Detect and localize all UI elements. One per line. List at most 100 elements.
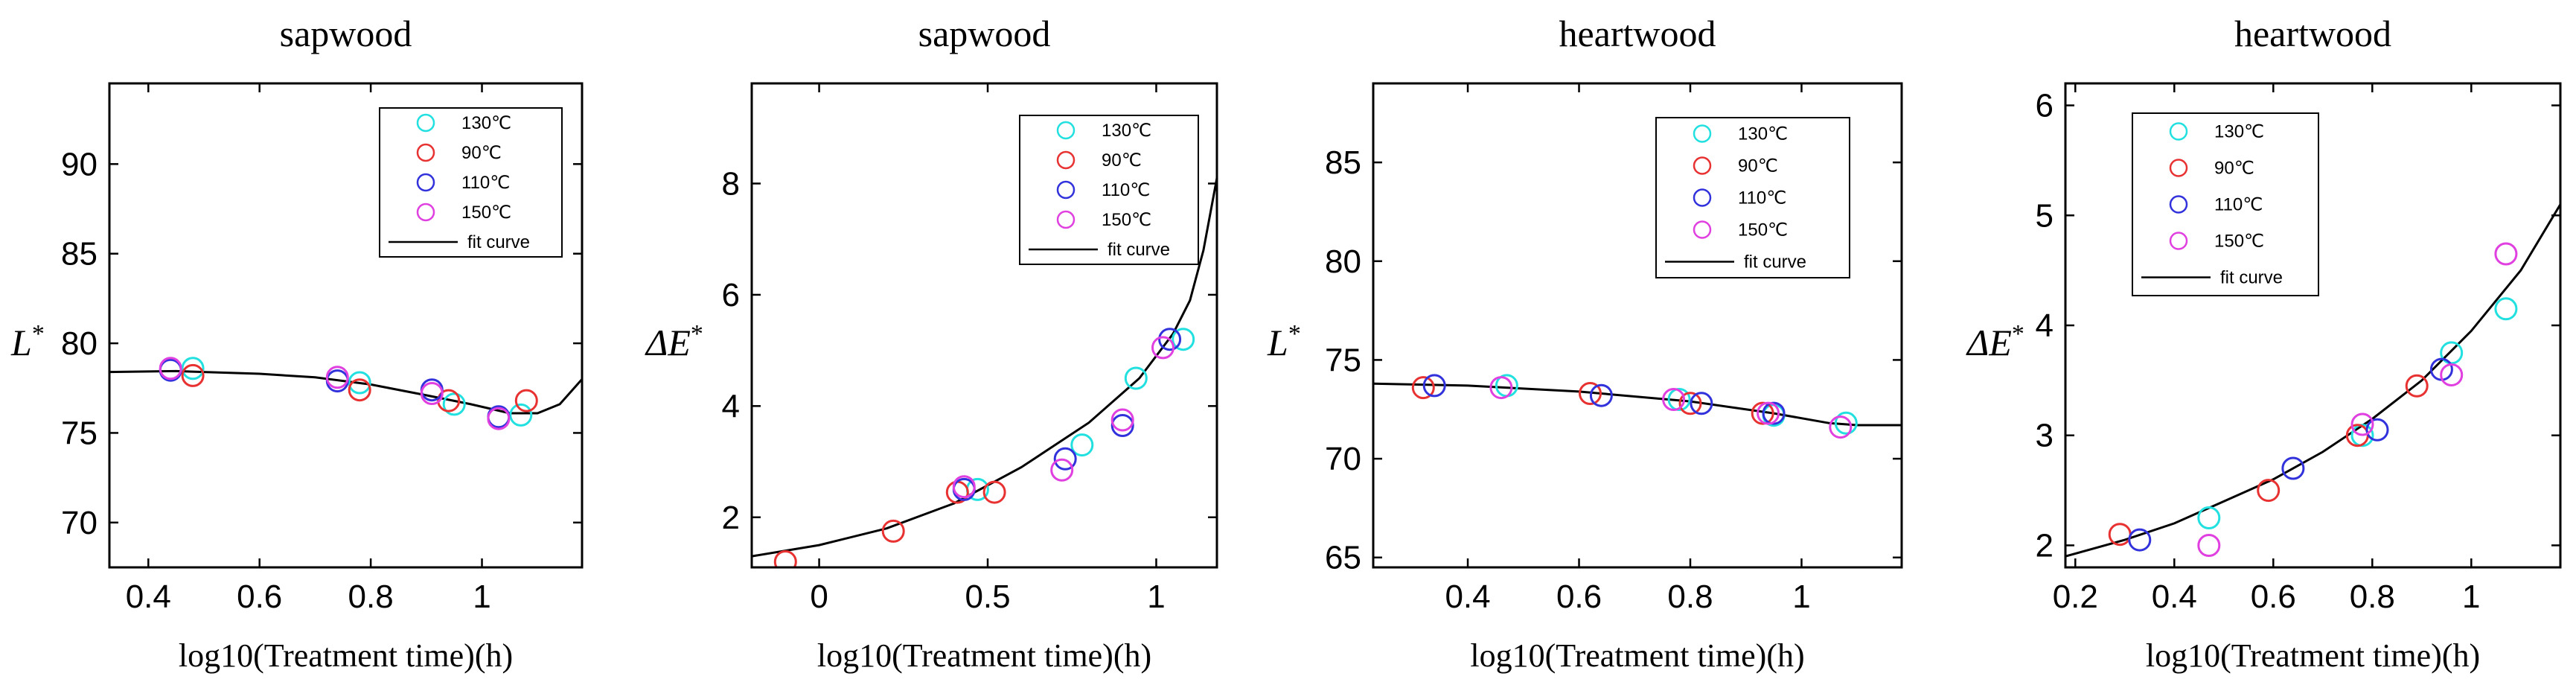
data-point	[1050, 458, 1074, 482]
series-90C	[181, 363, 538, 412]
y-tick-label: 70	[1325, 441, 1361, 477]
data-point	[2440, 363, 2464, 386]
data-point	[1834, 411, 1858, 435]
legend-label: 130℃	[2214, 122, 2264, 142]
data-point	[881, 519, 905, 543]
data-point	[1762, 401, 1786, 425]
series-150C	[2197, 242, 2518, 557]
legend-entry-150C: 150℃	[1693, 220, 1788, 240]
legend-entry-150C: 150℃	[2169, 232, 2264, 252]
data-point	[1829, 415, 1853, 439]
legend-label: 110℃	[1102, 180, 1150, 200]
data-point	[1589, 383, 1613, 407]
chart-title: sapwood	[280, 13, 412, 54]
data-point	[514, 389, 538, 412]
legend-marker	[1693, 156, 1712, 175]
legend-marker	[2169, 122, 2188, 141]
x-tick-label: 1	[1792, 579, 1810, 615]
series-130C	[181, 357, 533, 427]
legend-entry-150C: 150℃	[416, 203, 511, 223]
legend-label: 90℃	[461, 143, 502, 163]
legend-label: fit curve	[1744, 252, 1806, 273]
y-axis-label: ΔE*	[645, 320, 703, 363]
x-tick-label: 0.6	[237, 579, 282, 615]
legend: 130℃ 90℃ 110℃ 150℃ fit curve	[2132, 112, 2319, 296]
x-tick-label: 0.4	[1445, 579, 1490, 615]
legend-marker	[416, 173, 435, 192]
data-point	[159, 357, 182, 380]
y-axis-label: L*	[10, 320, 45, 363]
data-point	[509, 403, 533, 427]
legend-label: fit curve	[2220, 268, 2283, 288]
legend-entry-90C: 90℃	[1693, 156, 1778, 176]
legend-entry-130C: 130℃	[416, 113, 511, 133]
legend-label: 110℃	[2214, 195, 2263, 215]
legend-label: 150℃	[461, 203, 511, 223]
legend-label: 130℃	[1738, 124, 1788, 144]
data-point	[2350, 424, 2374, 447]
y-tick-label: 8	[722, 165, 740, 202]
y-tick-label: 80	[1325, 243, 1361, 280]
data-point	[325, 366, 349, 389]
y-tick-label: 75	[61, 415, 98, 451]
plot-frame	[108, 82, 584, 569]
x-tick-label: 1	[1147, 579, 1165, 615]
legend-entry-fit-curve: fit curve	[2141, 268, 2283, 288]
y-tick-label: 85	[61, 236, 98, 273]
series-130C	[2197, 297, 2518, 529]
data-point	[2128, 528, 2152, 552]
legend-label: 130℃	[461, 113, 511, 133]
series-130C	[1495, 374, 1858, 435]
legend-entry-110C: 110℃	[1693, 188, 1786, 208]
chart-title: heartwood	[2234, 13, 2391, 54]
legend-label: 90℃	[1738, 156, 1778, 176]
data-point	[1124, 366, 1148, 390]
y-tick-label: 2	[2036, 527, 2054, 564]
data-point	[2440, 341, 2464, 365]
x-tick-label: 1	[473, 579, 490, 615]
data-point	[420, 382, 444, 405]
x-axis-label: log10(Treatment time)(h)	[817, 637, 1151, 674]
series-110C	[1422, 374, 1786, 425]
data-point	[1070, 433, 1094, 457]
data-point	[2257, 479, 2281, 503]
legend-marker	[2169, 159, 2188, 177]
legend-entry-fit-curve: fit curve	[389, 232, 530, 252]
legend-entry-fit-curve: fit curve	[1029, 240, 1170, 260]
x-tick-label: 0.6	[2251, 579, 2296, 615]
data-point	[348, 371, 371, 395]
data-point	[1678, 392, 1702, 415]
legend-entry-90C: 90℃	[1056, 150, 1142, 171]
x-tick-label: 0.8	[348, 579, 394, 615]
legend-marker	[1056, 210, 1076, 229]
data-point	[1751, 401, 1774, 425]
data-point	[2494, 297, 2518, 321]
data-point	[1158, 328, 1182, 351]
legend-marker	[2169, 195, 2188, 214]
legend-entry-110C: 110℃	[1056, 180, 1150, 200]
y-tick-label: 75	[1325, 342, 1361, 378]
chart-title: heartwood	[1559, 13, 1716, 54]
data-point	[348, 378, 371, 402]
x-tick-label: 0.5	[965, 579, 1010, 615]
series-150C	[1489, 376, 1853, 439]
data-point	[982, 480, 1006, 504]
x-tick-label: 0.4	[2152, 579, 2197, 615]
data-point	[1579, 382, 1602, 405]
y-tick-label: 3	[2036, 418, 2054, 454]
y-tick-label: 4	[2036, 308, 2054, 344]
legend-label: fit curve	[467, 232, 530, 252]
legend-label: 90℃	[1102, 150, 1142, 171]
y-tick-label: 4	[722, 388, 740, 424]
legend: 130℃ 90℃ 110℃ 150℃ fit curve	[1655, 117, 1850, 278]
data-point	[1757, 401, 1780, 425]
legend-marker	[1693, 220, 1712, 239]
chart-title: sapwood	[918, 13, 1051, 54]
fit-curve	[2065, 203, 2560, 558]
y-tick-label: 80	[61, 325, 98, 362]
x-tick-label: 0.8	[2350, 579, 2395, 615]
y-tick-label: 65	[1325, 540, 1361, 576]
data-point	[2197, 534, 2221, 557]
data-point	[1667, 388, 1691, 411]
series-110C	[952, 328, 1182, 501]
